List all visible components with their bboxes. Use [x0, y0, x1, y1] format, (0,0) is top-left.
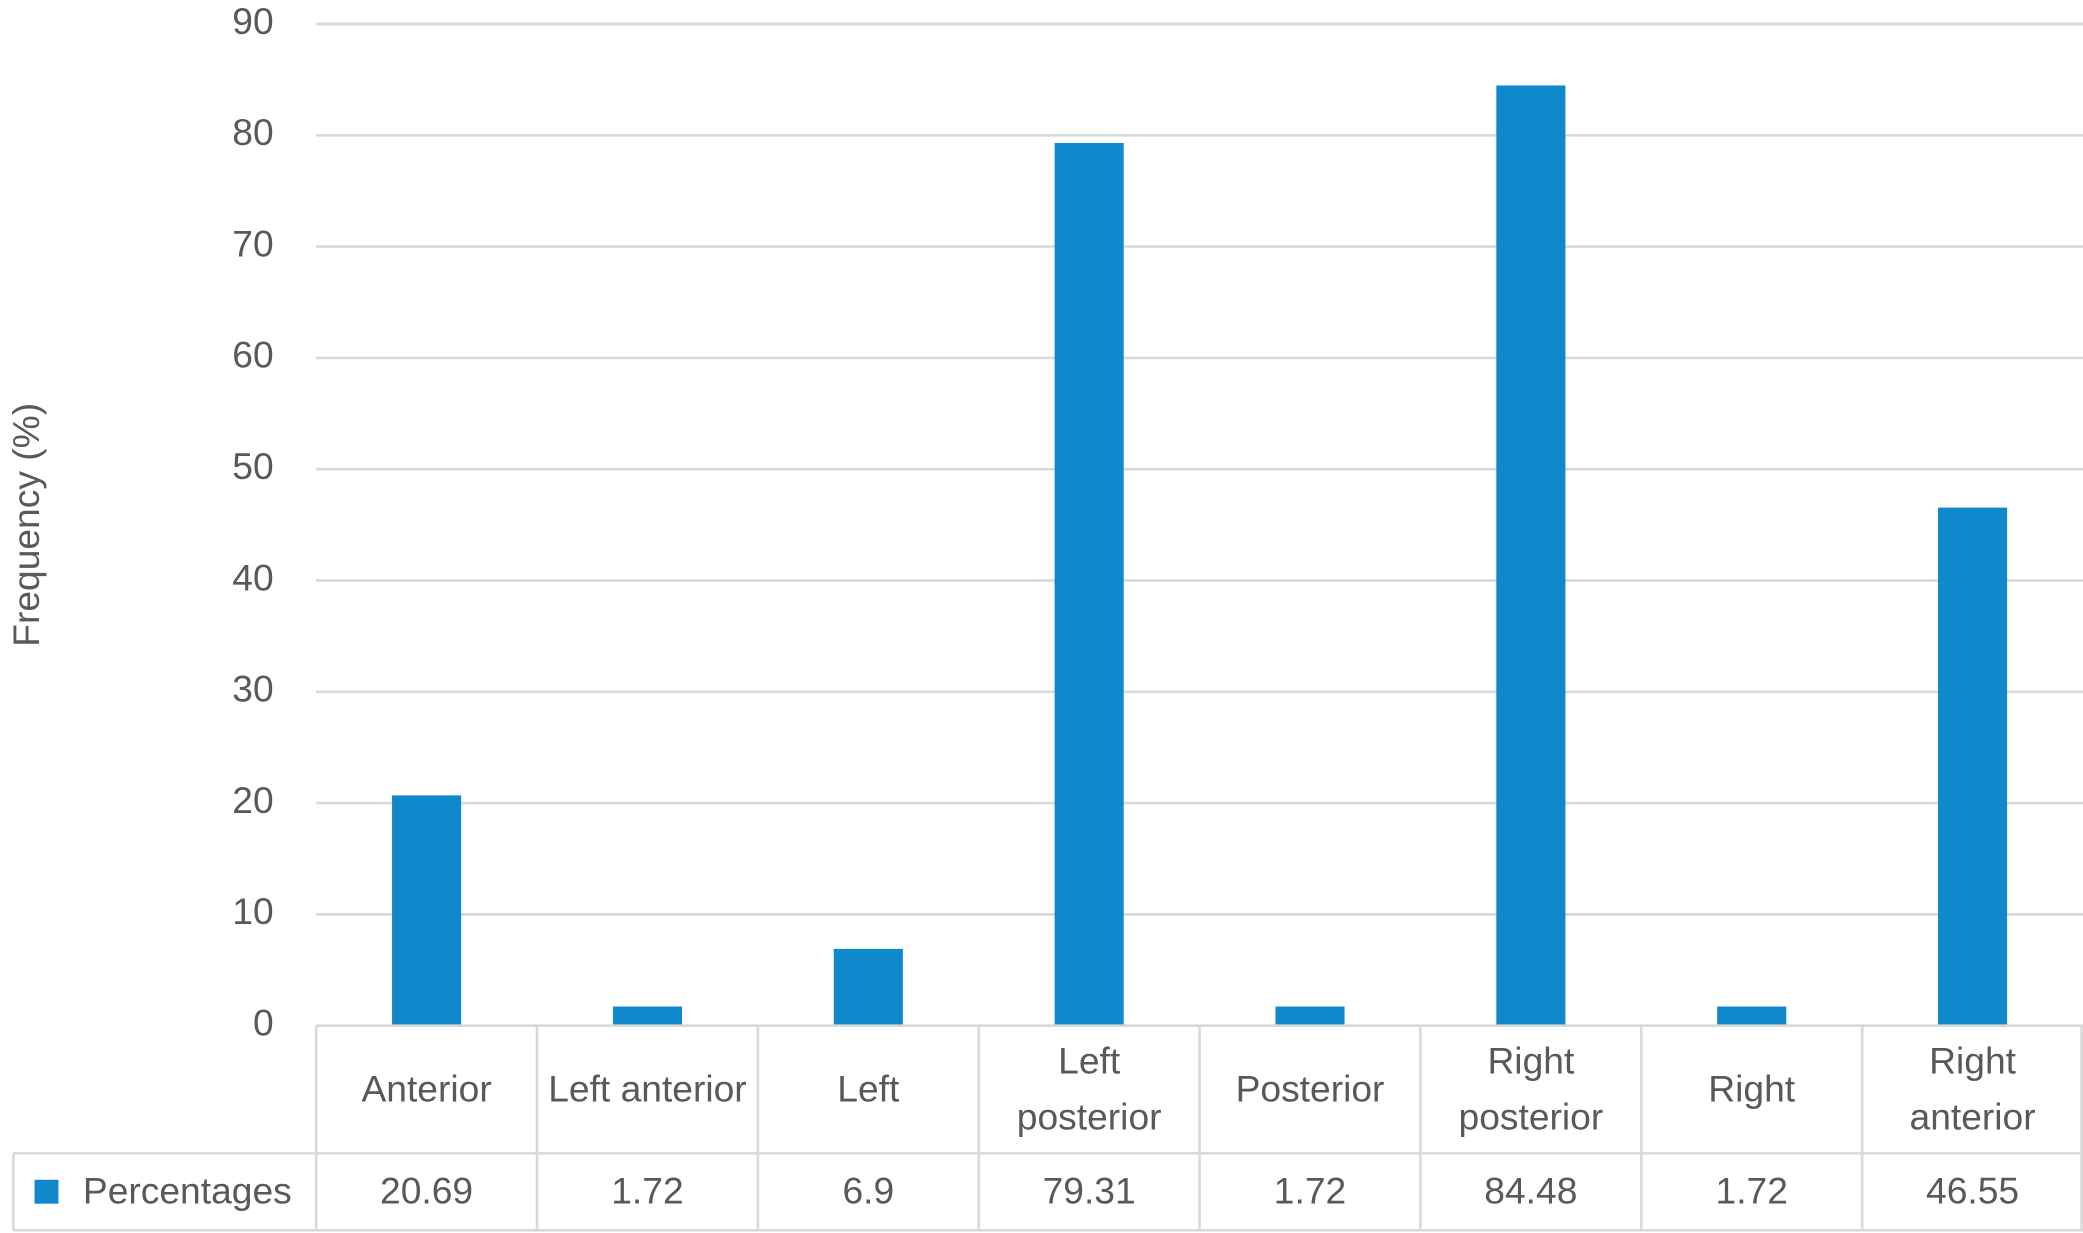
table-value: 1.72 — [1715, 1170, 1788, 1212]
x-tick-label: Posterior — [1235, 1068, 1385, 1110]
table-value-box: 84.48 — [1484, 1170, 1578, 1212]
y-tick-label: 90 — [232, 0, 273, 42]
x-tick-label-box: Left posterior — [1016, 1040, 1162, 1138]
y-tick-label: 20 — [232, 779, 273, 821]
y-tick-label: 50 — [232, 445, 273, 487]
x-tick-label-box: Right — [1708, 1068, 1796, 1110]
table-value: 6.9 — [842, 1170, 895, 1212]
bar — [1938, 507, 2008, 1026]
bar — [1054, 142, 1124, 1026]
table-value: 84.48 — [1484, 1170, 1578, 1212]
x-tick-label: Left posterior — [1016, 1040, 1162, 1138]
bar — [1275, 1006, 1345, 1026]
y-tick-label: 60 — [232, 334, 273, 376]
y-tick-label: 30 — [232, 668, 273, 710]
x-tick-label-box: Anterior — [361, 1068, 492, 1110]
x-tick-label: Anterior — [361, 1068, 492, 1110]
x-tick-label: Left — [837, 1068, 900, 1110]
table-value: 20.69 — [380, 1170, 474, 1212]
table-value-box: 1.72 — [611, 1170, 684, 1212]
y-tick-label: 0 — [253, 1001, 274, 1043]
table-value-box: 1.72 — [1715, 1170, 1788, 1212]
x-tick-label-box: Left — [837, 1068, 900, 1110]
table-value: 79.31 — [1042, 1170, 1136, 1212]
legend-label: Percentages — [82, 1170, 292, 1212]
table-value: 46.55 — [1926, 1170, 2020, 1212]
x-tick-label-box: Right anterior — [1909, 1040, 2036, 1138]
bar — [392, 795, 462, 1026]
bar — [1496, 85, 1566, 1026]
table-value-box: 1.72 — [1273, 1170, 1347, 1212]
legend-label-box: Percentages — [82, 1170, 292, 1212]
bar — [833, 948, 903, 1026]
table-value-box: 6.9 — [842, 1170, 895, 1212]
x-tick-label: Right anterior — [1909, 1040, 2036, 1138]
y-tick-label: 40 — [232, 556, 273, 598]
table-value-box: 20.69 — [380, 1170, 474, 1212]
table-value-box: 46.55 — [1926, 1170, 2020, 1212]
legend-swatch — [34, 1179, 59, 1204]
y-axis-label: Frequency (%) — [5, 403, 47, 647]
bar — [1717, 1006, 1787, 1026]
x-tick-label: Right posterior — [1458, 1040, 1604, 1138]
x-tick-label-box: Right posterior — [1458, 1040, 1604, 1138]
table-value: 1.72 — [1273, 1170, 1347, 1212]
table-value-box: 79.31 — [1042, 1170, 1136, 1212]
y-tick-label: 70 — [232, 222, 273, 264]
x-tick-label-box: Posterior — [1235, 1068, 1385, 1110]
y-tick-label: 80 — [232, 111, 273, 153]
bar — [612, 1006, 682, 1026]
x-tick-label-box: Left anterior — [548, 1068, 747, 1110]
x-tick-label: Right — [1708, 1068, 1796, 1110]
y-tick-label: 10 — [232, 890, 273, 932]
table-value: 1.72 — [611, 1170, 684, 1212]
x-tick-label: Left anterior — [548, 1068, 747, 1110]
